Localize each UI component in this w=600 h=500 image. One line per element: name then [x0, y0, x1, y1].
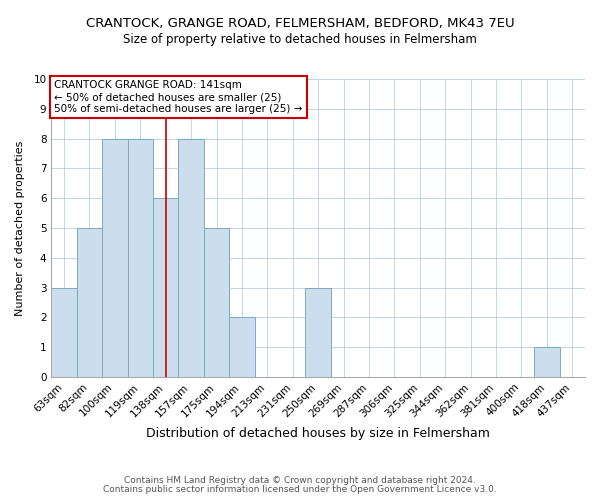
Bar: [52, 288, 77, 377]
Bar: [153, 198, 178, 377]
Bar: [204, 228, 229, 377]
X-axis label: Distribution of detached houses by size in Felmersham: Distribution of detached houses by size …: [146, 427, 490, 440]
Text: CRANTOCK GRANGE ROAD: 141sqm
← 50% of detached houses are smaller (25)
50% of se: CRANTOCK GRANGE ROAD: 141sqm ← 50% of de…: [54, 80, 302, 114]
Y-axis label: Number of detached properties: Number of detached properties: [15, 140, 25, 316]
Bar: [305, 288, 331, 377]
Bar: [534, 347, 560, 377]
Text: Contains HM Land Registry data © Crown copyright and database right 2024.: Contains HM Land Registry data © Crown c…: [124, 476, 476, 485]
Bar: [128, 138, 153, 377]
Bar: [102, 138, 128, 377]
Bar: [178, 138, 204, 377]
Bar: [229, 318, 254, 377]
Text: Contains public sector information licensed under the Open Government Licence v3: Contains public sector information licen…: [103, 485, 497, 494]
Text: Size of property relative to detached houses in Felmersham: Size of property relative to detached ho…: [123, 32, 477, 46]
Text: CRANTOCK, GRANGE ROAD, FELMERSHAM, BEDFORD, MK43 7EU: CRANTOCK, GRANGE ROAD, FELMERSHAM, BEDFO…: [86, 18, 514, 30]
Bar: [77, 228, 102, 377]
